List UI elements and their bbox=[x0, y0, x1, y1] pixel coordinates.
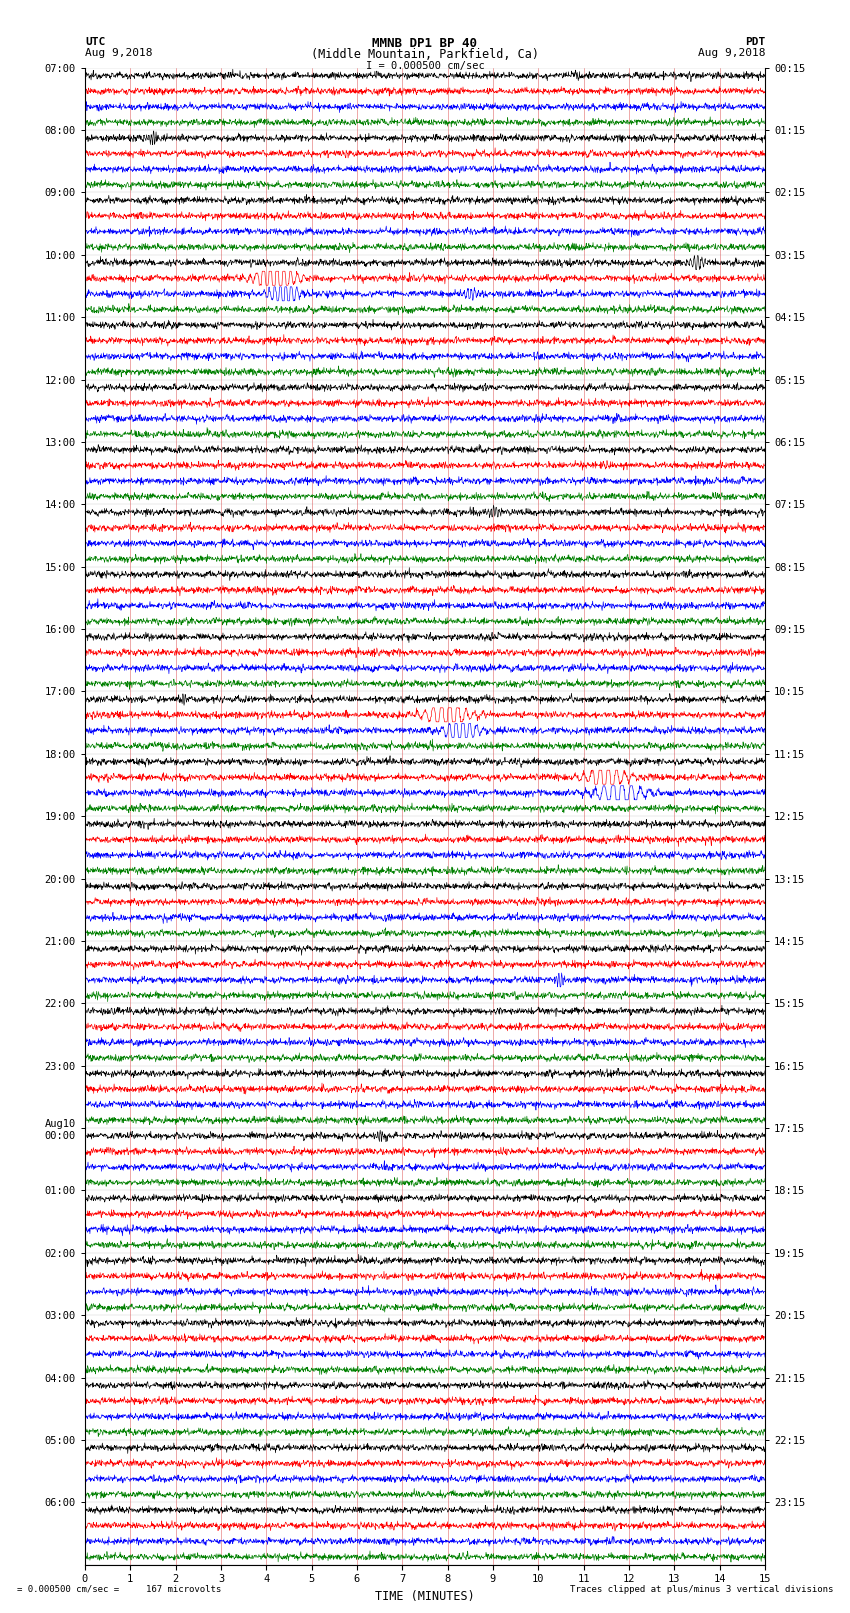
Text: PDT: PDT bbox=[745, 37, 765, 47]
Text: (Middle Mountain, Parkfield, Ca): (Middle Mountain, Parkfield, Ca) bbox=[311, 48, 539, 61]
Text: Aug 9,2018: Aug 9,2018 bbox=[85, 48, 152, 58]
Text: Traces clipped at plus/minus 3 vertical divisions: Traces clipped at plus/minus 3 vertical … bbox=[570, 1584, 833, 1594]
Text: MMNB DP1 BP 40: MMNB DP1 BP 40 bbox=[372, 37, 478, 50]
X-axis label: TIME (MINUTES): TIME (MINUTES) bbox=[375, 1590, 475, 1603]
Text: = 0.000500 cm/sec =     167 microvolts: = 0.000500 cm/sec = 167 microvolts bbox=[17, 1584, 221, 1594]
Text: Aug 9,2018: Aug 9,2018 bbox=[698, 48, 765, 58]
Text: UTC: UTC bbox=[85, 37, 105, 47]
Text: I = 0.000500 cm/sec: I = 0.000500 cm/sec bbox=[366, 61, 484, 71]
